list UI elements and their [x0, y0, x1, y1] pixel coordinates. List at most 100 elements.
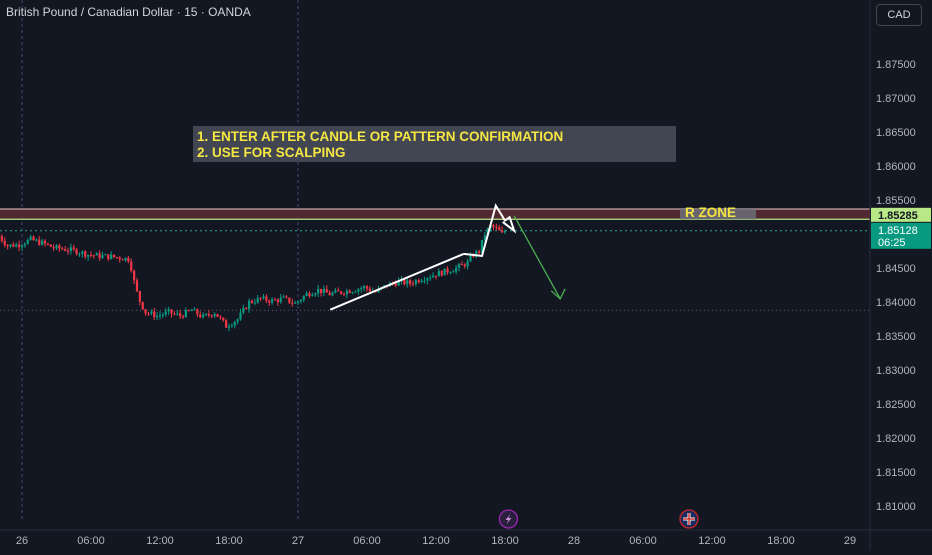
price-tick-label: 1.83000	[876, 365, 916, 377]
candle-body	[369, 289, 371, 291]
candle-body	[438, 271, 440, 276]
candle-body	[90, 255, 92, 256]
candle-body	[469, 256, 471, 261]
candle-body	[193, 309, 195, 310]
candle-body	[260, 298, 262, 299]
candle-body	[70, 247, 72, 251]
price-tick-label: 1.86000	[876, 161, 916, 173]
candle-body	[337, 290, 339, 291]
time-tick-label: 18:00	[767, 535, 795, 547]
candle-body	[323, 289, 325, 293]
candle-body	[423, 281, 425, 282]
candle-body	[32, 237, 34, 241]
candle-body	[254, 303, 256, 304]
zone-label: R ZONE	[685, 205, 736, 220]
candle-body	[300, 300, 302, 301]
last-price-label: 1.85128	[878, 225, 918, 237]
candle-body	[406, 280, 408, 284]
candle-body	[277, 300, 279, 302]
candle-body	[15, 244, 17, 246]
candle-body	[182, 316, 184, 317]
candle-body	[245, 308, 247, 309]
candle-body	[55, 245, 57, 248]
candle-body	[268, 301, 270, 303]
candle-body	[18, 244, 20, 247]
candle-body	[4, 241, 6, 245]
candle-body	[110, 255, 112, 259]
price-tick-label: 1.82000	[876, 433, 916, 445]
candle-body	[53, 247, 55, 248]
price-tick-label: 1.83500	[876, 331, 916, 343]
candle-body	[432, 276, 434, 278]
candle-body	[464, 264, 466, 266]
candle-body	[455, 268, 457, 272]
candle-body	[24, 244, 26, 246]
time-tick-label: 26	[16, 535, 28, 547]
price-tick-label: 1.87000	[876, 93, 916, 105]
candle-body	[130, 262, 132, 271]
candle-body	[352, 292, 354, 293]
candle-body	[67, 251, 69, 252]
candle-body	[150, 312, 152, 314]
candle-body	[317, 289, 319, 294]
candle-body	[326, 289, 328, 293]
instruction-line: 2. USE FOR SCALPING	[197, 145, 346, 160]
candle-body	[308, 293, 310, 296]
price-tick-label: 1.85500	[876, 195, 916, 207]
candle-body	[104, 254, 106, 255]
price-tick-label: 1.84000	[876, 297, 916, 309]
candle-body	[306, 293, 308, 296]
time-tick-label: 28	[568, 535, 580, 547]
candle-body	[35, 240, 37, 241]
candle-body	[119, 257, 121, 259]
candle-body	[173, 314, 175, 315]
candle-body	[41, 241, 43, 245]
candle-body	[257, 298, 259, 303]
candle-body	[208, 314, 210, 315]
candle-body	[291, 303, 293, 304]
time-tick-label: 29	[844, 535, 856, 547]
time-tick-label: 18:00	[491, 535, 519, 547]
price-tick-label: 1.81500	[876, 467, 916, 479]
candle-body	[142, 302, 144, 309]
candle-body	[73, 247, 75, 249]
candle-body	[409, 280, 411, 283]
candle-body	[7, 245, 9, 246]
time-tick-label: 27	[292, 535, 304, 547]
candle-body	[139, 291, 141, 302]
instruction-line: 1. ENTER AFTER CANDLE OR PATTERN CONFIRM…	[197, 129, 563, 144]
candle-body	[314, 293, 316, 295]
candle-body	[421, 281, 423, 282]
candle-body	[156, 316, 158, 317]
time-tick-label: 06:00	[353, 535, 381, 547]
candle-body	[99, 253, 101, 258]
time-tick-label: 18:00	[215, 535, 243, 547]
candle-body	[343, 294, 345, 295]
candle-body	[274, 299, 276, 300]
candle-body	[446, 269, 448, 273]
candle-body	[280, 298, 282, 302]
price-axis[interactable]: 1.875001.870001.865001.860001.855001.850…	[870, 0, 932, 550]
candle-body	[84, 251, 86, 256]
candle-body	[44, 241, 46, 244]
candle-body	[251, 301, 253, 303]
symbol-title[interactable]: British Pound / Canadian Dollar · 15 · O…	[6, 5, 251, 19]
candle-body	[202, 315, 204, 317]
candle-body	[294, 303, 296, 304]
candle-body	[449, 272, 451, 273]
candle-body	[363, 286, 365, 288]
candle-body	[334, 290, 336, 292]
candle-body	[285, 297, 287, 298]
currency-button[interactable]: CAD	[876, 4, 922, 26]
candle-body	[340, 291, 342, 293]
zone-price-label: 1.85285	[878, 210, 918, 222]
candle-body	[113, 255, 115, 257]
candle-body	[162, 315, 164, 316]
candle-body	[492, 225, 494, 227]
candle-body	[199, 314, 201, 317]
time-tick-label: 06:00	[629, 535, 657, 547]
candle-body	[329, 293, 331, 296]
